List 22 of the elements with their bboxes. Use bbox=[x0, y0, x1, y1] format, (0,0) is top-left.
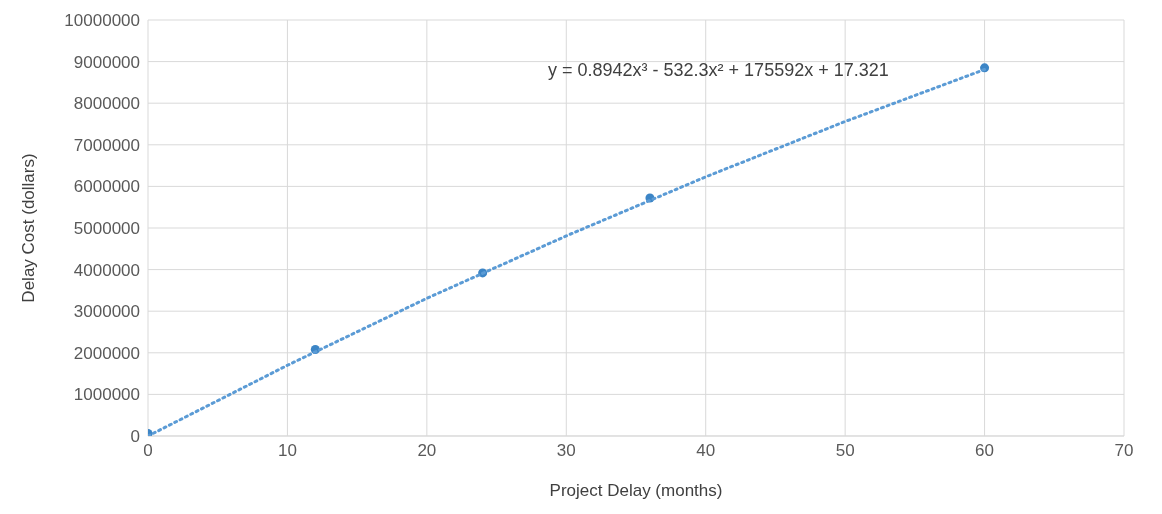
y-tick-label: 1000000 bbox=[73, 385, 140, 405]
x-tick-label: 70 bbox=[1114, 441, 1134, 461]
y-tick-label: 8000000 bbox=[73, 94, 140, 114]
y-axis-title: Delay Cost (dollars) bbox=[19, 153, 39, 303]
y-tick-label: 2000000 bbox=[73, 343, 140, 363]
y-tick-label: 10000000 bbox=[64, 11, 140, 31]
y-tick-label: 0 bbox=[130, 427, 140, 447]
x-tick-label: 0 bbox=[143, 441, 153, 461]
y-tick-label: 4000000 bbox=[73, 260, 140, 280]
x-tick-label: 20 bbox=[417, 441, 437, 461]
y-tick-label: 5000000 bbox=[73, 219, 140, 239]
x-tick-label: 60 bbox=[975, 441, 995, 461]
x-tick-label: 50 bbox=[835, 441, 855, 461]
y-tick-label: 6000000 bbox=[73, 177, 140, 197]
y-tick-label: 3000000 bbox=[73, 302, 140, 322]
y-tick-label: 9000000 bbox=[73, 52, 140, 72]
x-tick-label: 40 bbox=[696, 441, 716, 461]
annotation: y = 0.8942x³ - 532.3x² + 175592x + 17.321 bbox=[548, 60, 889, 81]
x-axis-title: Project Delay (months) bbox=[549, 481, 723, 500]
x-tick-label: 10 bbox=[277, 441, 297, 461]
y-tick-label: 7000000 bbox=[73, 135, 140, 155]
x-tick-label: 30 bbox=[556, 441, 576, 461]
